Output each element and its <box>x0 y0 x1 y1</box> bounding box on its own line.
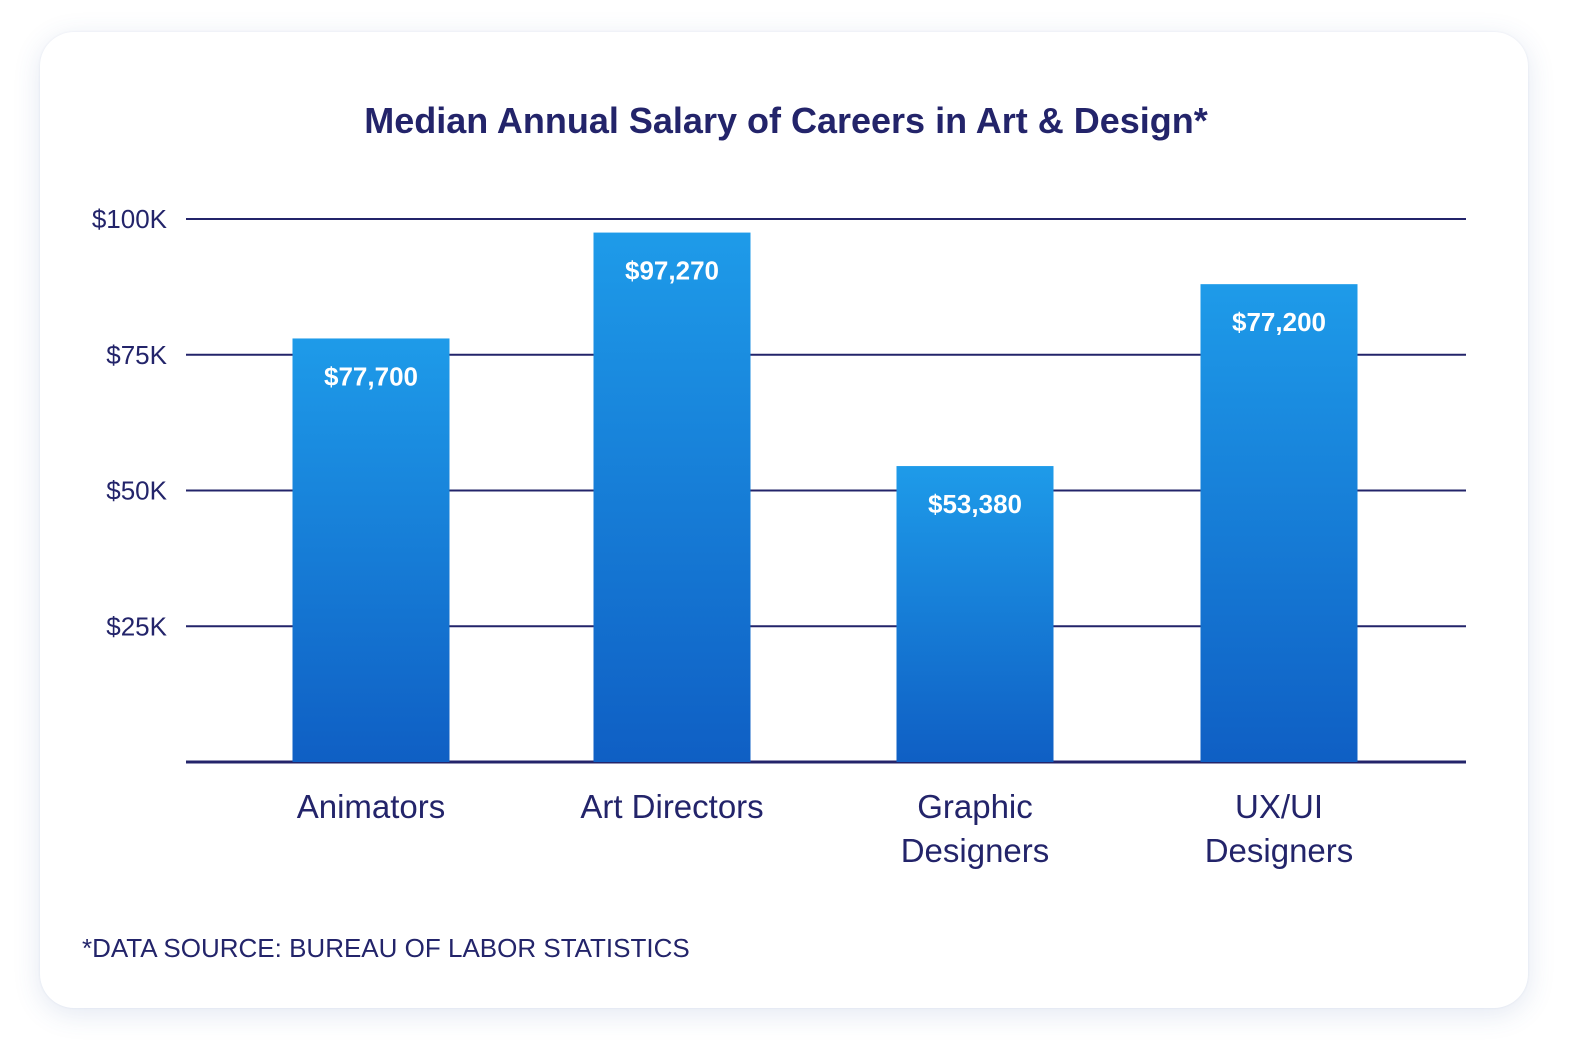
y-tick-label: $75K <box>106 340 167 370</box>
x-category-label-line: Graphic <box>917 788 1033 825</box>
x-category-label-line: Designers <box>901 832 1050 869</box>
x-category-label: Animators <box>297 788 446 825</box>
bar-value-label: $97,270 <box>625 256 719 286</box>
chart-title: Median Annual Salary of Careers in Art &… <box>364 100 1208 141</box>
y-tick-label: $25K <box>106 611 167 641</box>
data-source-footnote: *DATA SOURCE: BUREAU OF LABOR STATISTICS <box>82 933 690 963</box>
bar <box>896 466 1054 762</box>
bar <box>292 338 450 762</box>
y-tick-label: $50K <box>106 476 167 506</box>
y-axis-ticks: $25K $50K $75K $100K <box>92 204 168 641</box>
x-category-label-line: Animators <box>297 788 446 825</box>
x-category-label: Art Directors <box>580 788 763 825</box>
x-axis-categories: Animators Art Directors Graphic DesignersUX… <box>297 788 1354 869</box>
bar <box>1200 284 1358 762</box>
y-tick-label: $100K <box>92 204 168 234</box>
bar-value-label: $77,700 <box>324 361 418 391</box>
bar-value-label: $77,200 <box>1232 307 1326 337</box>
bar <box>593 232 751 762</box>
x-category-label: Graphic Designers <box>901 788 1050 869</box>
x-category-label-line: Designers <box>1205 832 1354 869</box>
x-category-label: UX/UI Designers <box>1205 788 1354 869</box>
x-category-label-line: Art Directors <box>580 788 763 825</box>
bar-value-label: $53,380 <box>928 489 1022 519</box>
x-category-label-line: UX/UI <box>1235 788 1323 825</box>
bars: $77,700 $97,270 $53,380 $77,200 <box>292 232 1358 762</box>
